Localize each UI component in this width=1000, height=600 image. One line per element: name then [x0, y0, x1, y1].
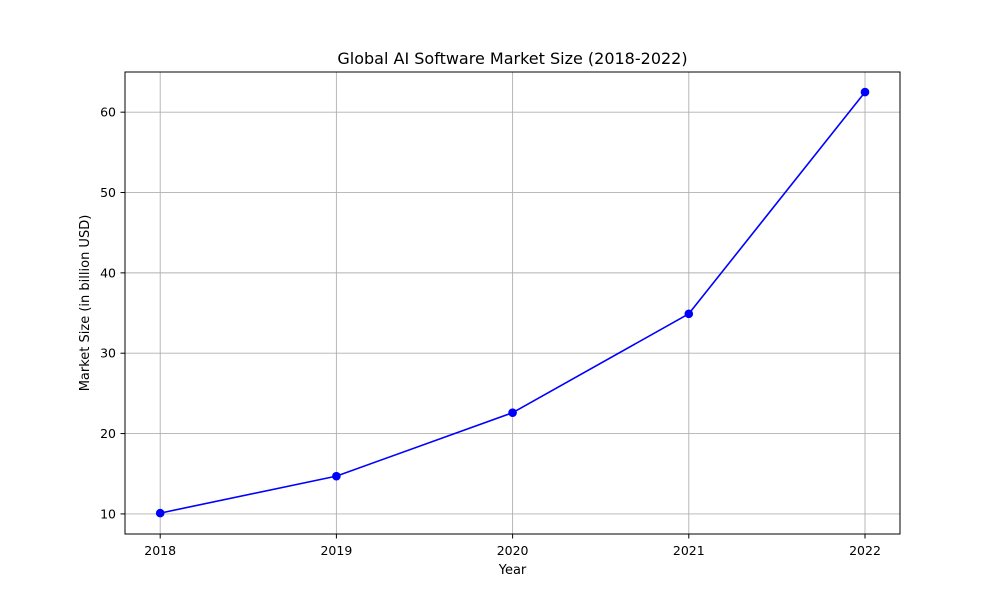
- y-tick-label: 30: [100, 346, 116, 361]
- y-tick-label: 20: [100, 426, 116, 441]
- series-layer: [155, 87, 870, 518]
- x-axis-label: Year: [498, 563, 527, 578]
- chart-title: Global AI Software Market Size (2018-202…: [337, 49, 687, 68]
- x-tick-label: 2018: [144, 543, 176, 558]
- x-grid-lines: [159, 72, 866, 534]
- data-point-2019: [332, 471, 341, 481]
- y-tick-label: 10: [100, 506, 116, 521]
- data-point-2018: [155, 508, 165, 518]
- data-point-2022: [860, 87, 870, 97]
- y-axis-label: Market Size (in billion USD): [78, 215, 93, 392]
- y-grid-lines: [125, 111, 900, 515]
- x-axis: 2018 2019 2020 2021 2022: [144, 534, 881, 558]
- data-point-2021: [684, 309, 694, 319]
- data-point-2020: [508, 408, 517, 417]
- y-tick-label: 60: [100, 105, 116, 120]
- x-tick-label: 2022: [849, 543, 881, 558]
- x-tick-label: 2020: [497, 543, 529, 558]
- y-axis: 10 20 30 40 50 60: [100, 105, 125, 521]
- x-tick-label: 2021: [673, 543, 705, 558]
- x-tick-label: 2019: [320, 543, 352, 558]
- y-tick-label: 50: [100, 185, 116, 200]
- y-tick-label: 40: [100, 265, 116, 280]
